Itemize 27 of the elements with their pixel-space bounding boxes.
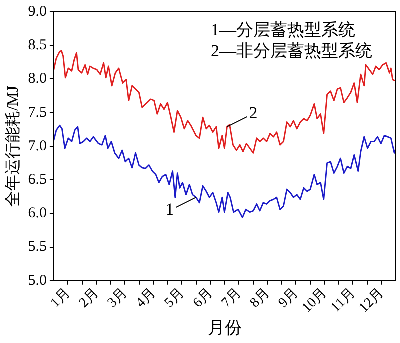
x-axis-title: 月份 <box>208 318 242 338</box>
x-tick-label: 11月 <box>328 286 359 316</box>
x-tick-label: 10月 <box>300 286 330 316</box>
x-tick-label: 9月 <box>276 286 302 312</box>
x-tick-label: 3月 <box>105 286 131 312</box>
y-tick-label: 7.0 <box>28 138 47 154</box>
x-tick-label: 5月 <box>162 286 188 312</box>
x-tick-label: 12月 <box>356 286 388 316</box>
annotation: 2 <box>249 103 258 122</box>
y-tick-label: 6.0 <box>28 206 47 222</box>
y-tick-label: 6.5 <box>28 172 47 188</box>
y-tick-label: 5.5 <box>28 239 47 256</box>
x-tick-label: 6月 <box>190 286 216 312</box>
x-tick-label: 4月 <box>134 286 160 312</box>
y-axis-title: 全年运行能耗/MJ <box>4 86 22 207</box>
y-tick-label: 8.5 <box>28 38 47 54</box>
x-tick-label: 1月 <box>48 286 74 312</box>
x-tick-label: 8月 <box>248 286 274 312</box>
y-tick-label: 5.0 <box>28 272 47 289</box>
annotation: 1—分层蓄热型系统 <box>210 20 356 40</box>
y-tick-label: 8.0 <box>28 71 47 88</box>
y-tick-label: 7.5 <box>28 104 47 121</box>
annotation: 1 <box>166 200 174 220</box>
x-tick-label: 7月 <box>219 286 245 312</box>
annotation: 2—非分层蓄热型系统 <box>210 41 372 60</box>
x-tick-label: 2月 <box>76 286 102 312</box>
y-tick-label: 9.0 <box>28 4 47 20</box>
